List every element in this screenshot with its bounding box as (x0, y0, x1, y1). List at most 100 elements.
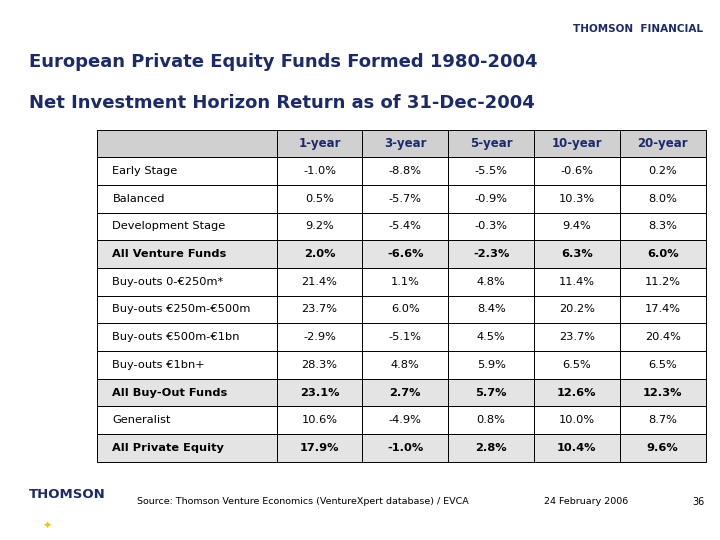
Text: 24 February 2006: 24 February 2006 (544, 497, 628, 507)
Text: 6.5%: 6.5% (562, 360, 591, 370)
Bar (276, 323, 362, 351)
Text: -1.0%: -1.0% (387, 443, 423, 453)
Text: 20-year: 20-year (637, 137, 688, 150)
Bar (362, 130, 449, 157)
Text: THOMSON: THOMSON (29, 488, 106, 501)
Text: 23.7%: 23.7% (559, 332, 595, 342)
Text: 20.4%: 20.4% (645, 332, 680, 342)
Bar (362, 213, 449, 240)
Text: Buy-outs 0-€250m*: Buy-outs 0-€250m* (112, 277, 223, 287)
Text: Buy-outs €250m-€500m: Buy-outs €250m-€500m (112, 305, 251, 314)
Bar (276, 213, 362, 240)
Text: 10-year: 10-year (552, 137, 602, 150)
Bar (620, 296, 706, 323)
Bar (534, 130, 620, 157)
Text: -6.6%: -6.6% (387, 249, 423, 259)
Bar (449, 323, 534, 351)
Text: 10.6%: 10.6% (302, 415, 338, 425)
Text: 28.3%: 28.3% (302, 360, 338, 370)
Bar (620, 268, 706, 296)
Text: 2.0%: 2.0% (304, 249, 336, 259)
Text: 4.5%: 4.5% (477, 332, 505, 342)
Bar (362, 406, 449, 434)
Bar (449, 130, 534, 157)
Text: 9.2%: 9.2% (305, 221, 334, 232)
Text: 9.6%: 9.6% (647, 443, 678, 453)
Bar (362, 268, 449, 296)
Text: Buy-outs €1bn+: Buy-outs €1bn+ (112, 360, 205, 370)
Bar (97, 213, 276, 240)
Text: -5.4%: -5.4% (389, 221, 422, 232)
Bar (276, 406, 362, 434)
Bar (534, 406, 620, 434)
Bar (362, 434, 449, 462)
Bar (620, 130, 706, 157)
Bar (620, 406, 706, 434)
Bar (449, 351, 534, 379)
Bar (362, 240, 449, 268)
Text: 10.0%: 10.0% (559, 415, 595, 425)
Text: Early Stage: Early Stage (112, 166, 178, 176)
Text: 8.4%: 8.4% (477, 305, 505, 314)
Bar (362, 323, 449, 351)
Text: 17.9%: 17.9% (300, 443, 339, 453)
Text: 5-year: 5-year (470, 137, 513, 150)
Text: 23.1%: 23.1% (300, 388, 339, 397)
Bar (620, 240, 706, 268)
Text: 11.4%: 11.4% (559, 277, 595, 287)
Bar (97, 406, 276, 434)
Text: 5.7%: 5.7% (475, 388, 507, 397)
Bar (276, 185, 362, 213)
Text: Balanced: Balanced (112, 194, 165, 204)
Text: -0.6%: -0.6% (560, 166, 593, 176)
Text: 20.2%: 20.2% (559, 305, 595, 314)
Text: All Buy-Out Funds: All Buy-Out Funds (112, 388, 228, 397)
Text: -8.8%: -8.8% (389, 166, 422, 176)
Bar (97, 323, 276, 351)
Text: 2.7%: 2.7% (390, 388, 421, 397)
Text: 6.0%: 6.0% (647, 249, 678, 259)
Bar (97, 240, 276, 268)
Bar (534, 296, 620, 323)
Bar (534, 351, 620, 379)
Text: 4.8%: 4.8% (477, 277, 505, 287)
Text: 6.0%: 6.0% (391, 305, 420, 314)
Text: 1-year: 1-year (298, 137, 341, 150)
Bar (449, 157, 534, 185)
Bar (534, 185, 620, 213)
Text: -2.3%: -2.3% (473, 249, 509, 259)
Bar (276, 379, 362, 407)
Bar (97, 296, 276, 323)
Text: -0.3%: -0.3% (474, 221, 508, 232)
Bar (620, 379, 706, 407)
Bar (276, 130, 362, 157)
Text: European Private Equity Funds Formed 1980-2004: European Private Equity Funds Formed 198… (29, 53, 537, 71)
Bar (97, 351, 276, 379)
Text: -4.9%: -4.9% (389, 415, 422, 425)
Bar (449, 406, 534, 434)
Bar (534, 434, 620, 462)
Bar (276, 296, 362, 323)
Text: Source: Thomson Venture Economics (VentureXpert database) / EVCA: Source: Thomson Venture Economics (Ventu… (137, 497, 469, 507)
Bar (534, 213, 620, 240)
Bar (362, 185, 449, 213)
Text: 36: 36 (693, 497, 705, 507)
Text: Net Investment Horizon Return as of 31-Dec-2004: Net Investment Horizon Return as of 31-D… (29, 93, 534, 112)
Text: 11.2%: 11.2% (644, 277, 680, 287)
Text: Generalist: Generalist (112, 415, 171, 425)
Text: 2.8%: 2.8% (475, 443, 507, 453)
Text: ✦: ✦ (42, 521, 52, 531)
Text: 4.8%: 4.8% (391, 360, 420, 370)
Bar (362, 351, 449, 379)
Bar (97, 379, 276, 407)
Bar (362, 157, 449, 185)
Bar (362, 296, 449, 323)
Text: 5.9%: 5.9% (477, 360, 505, 370)
Bar (449, 268, 534, 296)
Bar (97, 130, 276, 157)
Bar (534, 157, 620, 185)
Bar (620, 434, 706, 462)
Text: Development Stage: Development Stage (112, 221, 225, 232)
Bar (534, 379, 620, 407)
Text: -5.7%: -5.7% (389, 194, 422, 204)
